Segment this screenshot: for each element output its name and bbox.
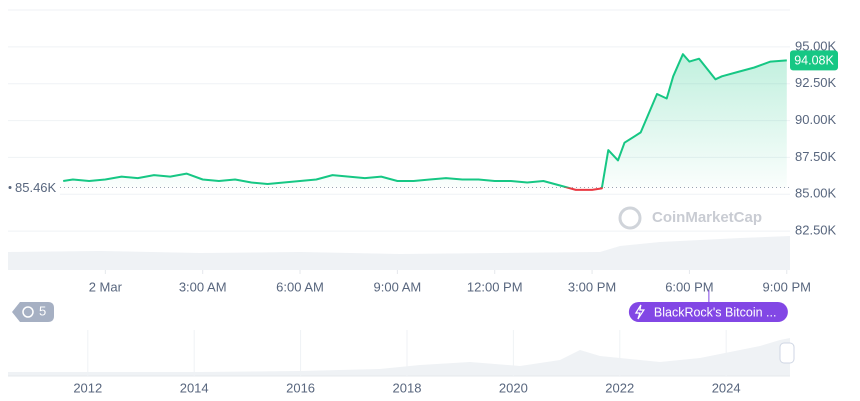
y-tick-label: 85.00K	[795, 186, 837, 201]
navigator-tick-label: 2012	[73, 380, 102, 395]
price-line	[63, 53, 787, 191]
volume-area	[8, 236, 790, 270]
x-tick-label: 3:00 PM	[568, 279, 616, 294]
y-tick-label: 82.50K	[795, 223, 837, 238]
navigator-tick-label: 2022	[605, 380, 634, 395]
last-price-badge	[790, 50, 838, 71]
x-tick-label: 6:00 PM	[665, 279, 713, 294]
event-badge[interactable]	[628, 302, 788, 322]
watermark-text: CoinMarketCap	[652, 209, 762, 226]
y-tick-label: 90.00K	[795, 112, 837, 127]
navigator-area	[8, 338, 790, 376]
history-icon	[22, 306, 34, 318]
x-tick-label: 6:00 AM	[276, 279, 324, 294]
y-tick-label: 87.50K	[795, 149, 837, 164]
event-label: BlackRock's Bitcoin ...	[654, 305, 777, 319]
x-tick-label: 2 Mar	[89, 279, 123, 294]
navigator-handle[interactable]	[779, 342, 795, 364]
navigator-tick-label: 2024	[712, 380, 741, 395]
y-tick-label: 92.50K	[795, 75, 837, 90]
baseline-dot	[8, 186, 12, 190]
watermark: CoinMarketCap	[618, 206, 762, 230]
navigator-tick-label: 2016	[286, 380, 315, 395]
x-tick-label: 9:00 AM	[374, 279, 422, 294]
area-fill	[63, 54, 787, 190]
x-tick-label: 9:00 PM	[763, 279, 811, 294]
baseline-label: 85.46K	[15, 180, 57, 195]
event-icon	[634, 304, 646, 320]
last-price-label: 94.08K	[794, 54, 834, 68]
navigator-tick-label: 2014	[180, 380, 209, 395]
baseline-label-bg	[8, 178, 60, 197]
history-count: 5	[39, 303, 46, 318]
y-tick-label: 95.00K	[795, 38, 837, 53]
navigator-tick-label: 2018	[393, 380, 422, 395]
history-badge[interactable]: 5	[12, 302, 54, 322]
watermark-logo	[618, 206, 642, 230]
navigator-tick-label: 2020	[499, 380, 528, 395]
x-tick-label: 12:00 PM	[467, 279, 523, 294]
x-tick-label: 3:00 AM	[179, 279, 227, 294]
